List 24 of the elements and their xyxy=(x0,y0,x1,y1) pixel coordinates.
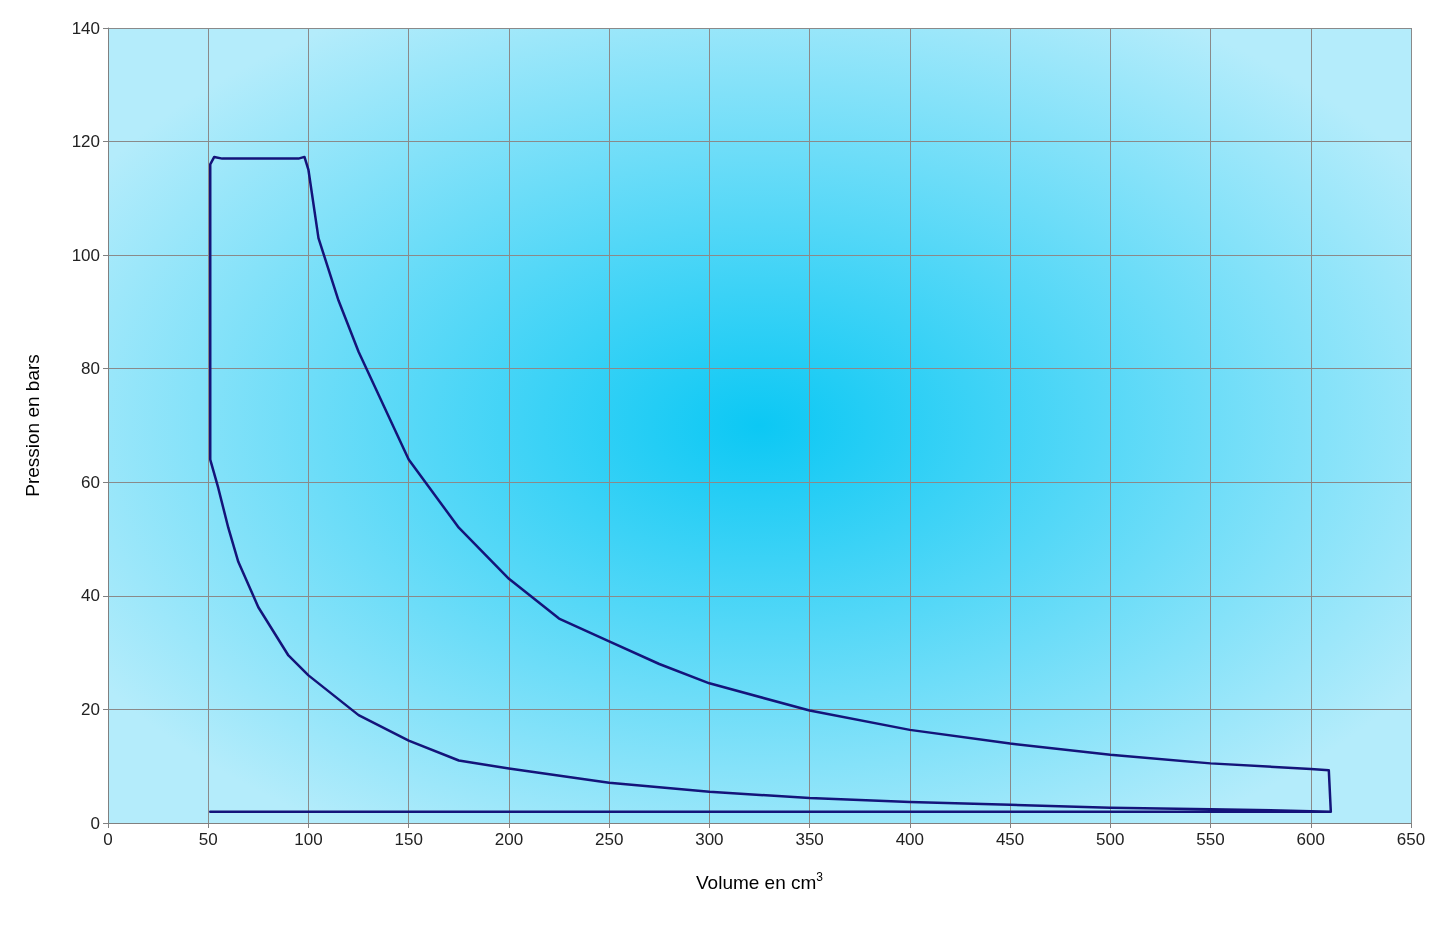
x-tick-label: 350 xyxy=(795,830,824,849)
x-tick-label: 600 xyxy=(1296,830,1325,849)
y-tick-label: 80 xyxy=(81,359,100,379)
y-tick-label: 20 xyxy=(81,699,100,719)
x-tick-label: 50 xyxy=(198,830,218,849)
y-tick-label: 40 xyxy=(81,586,100,606)
x-tick-label: 250 xyxy=(594,830,624,849)
y-tick-label: 60 xyxy=(81,472,100,492)
x-tick-label: 100 xyxy=(294,830,323,849)
y-tick-label: 120 xyxy=(71,132,100,152)
line-series xyxy=(208,155,1333,813)
x-tick-label: 200 xyxy=(494,830,524,849)
x-tick-label: 300 xyxy=(695,830,724,849)
y-tick-label: 100 xyxy=(71,245,100,265)
x-tick-label: 0 xyxy=(103,830,113,849)
y-tick-label: 0 xyxy=(90,813,100,833)
y-axis-title: Pression en bars xyxy=(22,354,43,497)
x-tick-label: 500 xyxy=(1096,830,1125,849)
x-tick-label: 650 xyxy=(1396,830,1426,849)
x-tick-label: 400 xyxy=(895,830,925,849)
x-tick-label: 550 xyxy=(1196,830,1225,849)
x-tick-label: 450 xyxy=(995,830,1025,849)
y-tick-label: 140 xyxy=(71,18,100,38)
x-tick-label: 150 xyxy=(394,830,423,849)
